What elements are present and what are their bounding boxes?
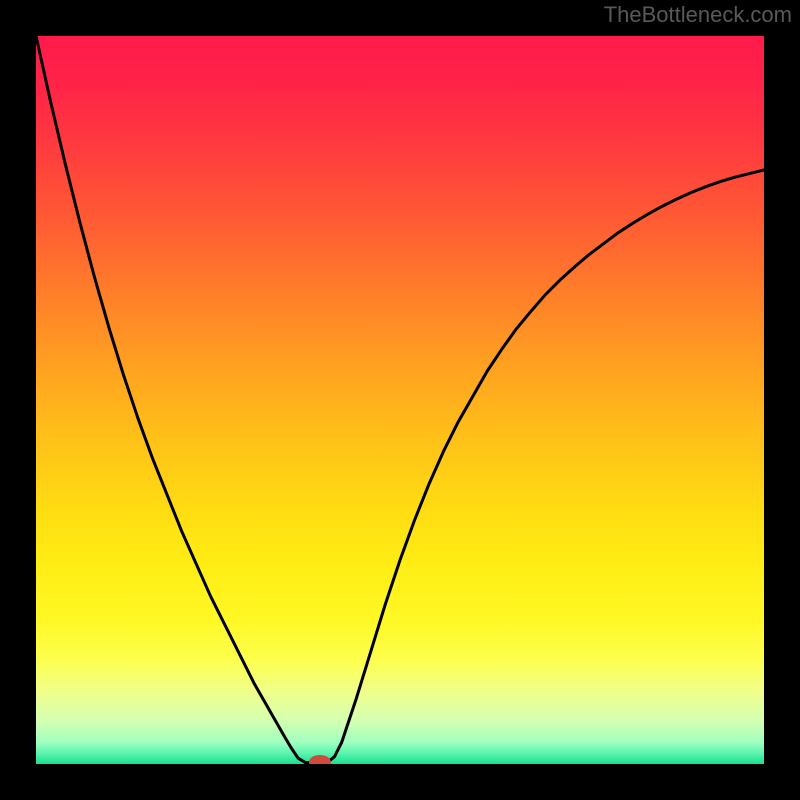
watermark-text: TheBottleneck.com [604,2,792,28]
chart-container: TheBottleneck.com [0,0,800,800]
bottleneck-chart [0,0,800,800]
plot-background [36,36,764,764]
